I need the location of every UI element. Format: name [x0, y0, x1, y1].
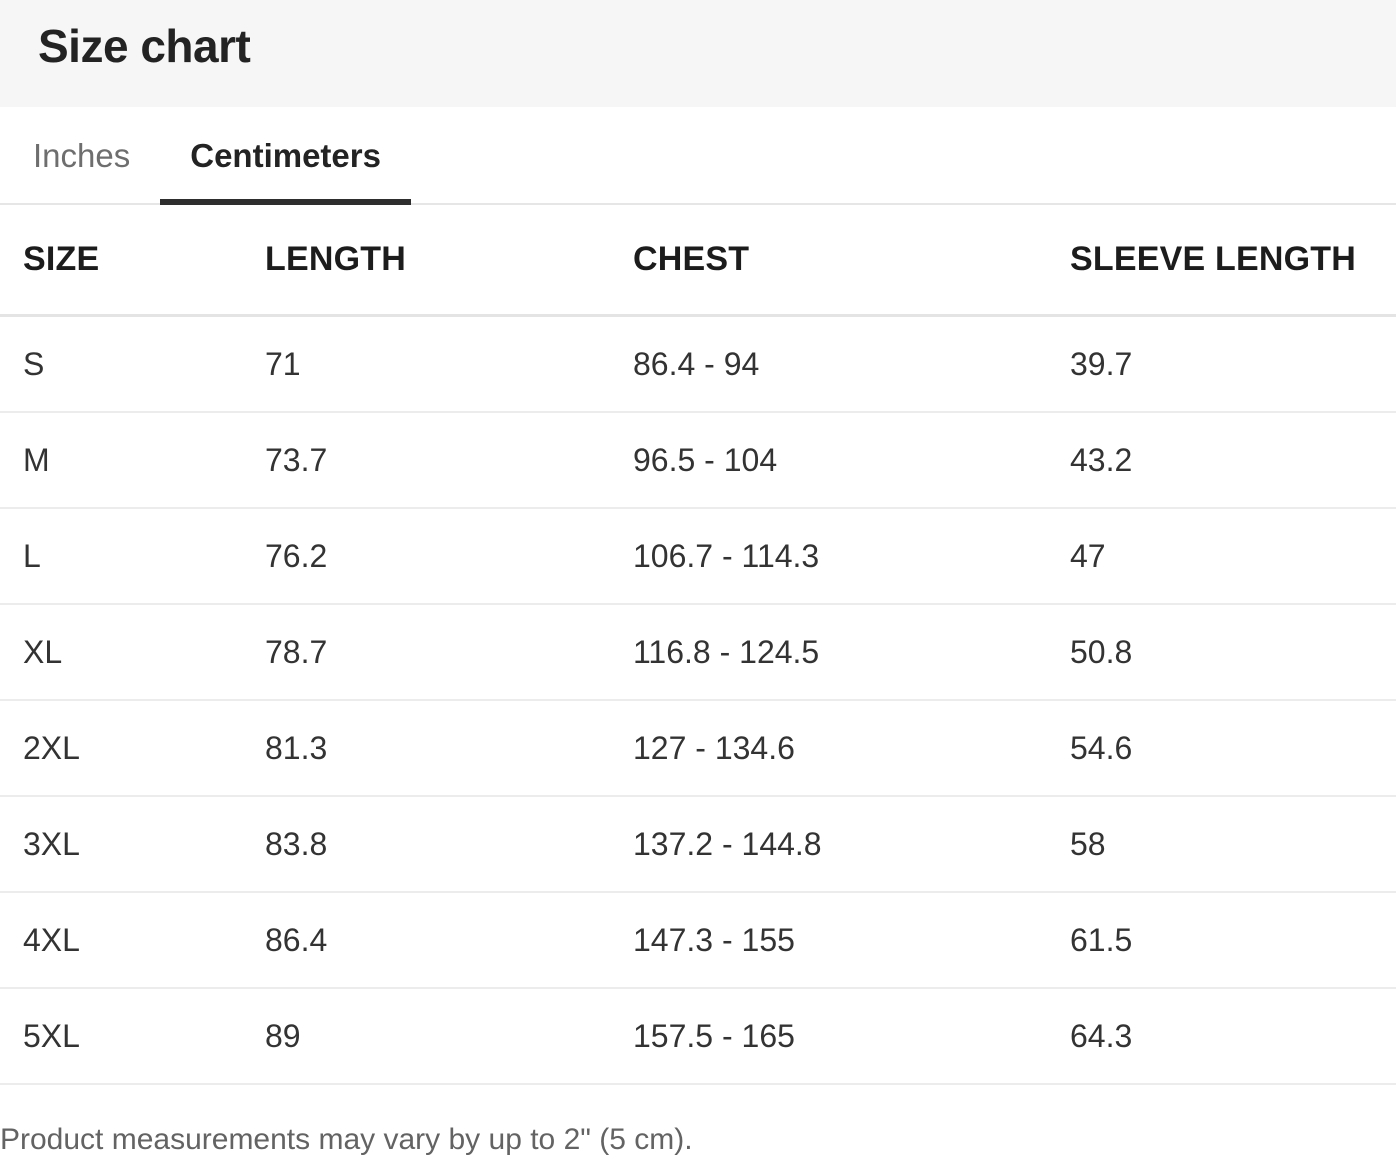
length-cell: 71	[265, 345, 301, 382]
length-cell: 78.7	[265, 633, 328, 670]
size-cell: 2XL	[23, 729, 80, 766]
size-cell: XL	[23, 633, 63, 670]
sleeve-length-cell: 43.2	[1070, 441, 1133, 478]
sleeve-length-cell: 39.7	[1070, 345, 1133, 382]
sleeve-length-cell: 61.5	[1070, 921, 1133, 958]
size-cell: 3XL	[23, 825, 80, 862]
tab-centimeters[interactable]: Centimeters	[160, 107, 411, 205]
table-row: 5XL 89 157.5 - 165 64.3	[0, 989, 1396, 1085]
sleeve-length-cell: 47	[1070, 537, 1106, 574]
table-row: L 76.2 106.7 - 114.3 47	[0, 509, 1396, 605]
length-cell: 73.7	[265, 441, 328, 478]
size-cell: S	[23, 345, 45, 382]
length-cell: 76.2	[265, 537, 328, 574]
length-cell: 89	[265, 1017, 301, 1054]
size-cell: L	[23, 537, 41, 574]
table-row: M 73.7 96.5 - 104 43.2	[0, 413, 1396, 509]
size-cell: 5XL	[23, 1017, 80, 1054]
table-row: S 71 86.4 - 94 39.7	[0, 317, 1396, 413]
panel-header: Size chart	[0, 0, 1396, 107]
chest-cell: 86.4 - 94	[633, 345, 760, 382]
unit-tabs: Inches Centimeters	[0, 107, 1396, 205]
table-row: 2XL 81.3 127 - 134.6 54.6	[0, 701, 1396, 797]
column-header-size: SIZE	[23, 240, 100, 278]
chest-cell: 127 - 134.6	[633, 729, 795, 766]
chest-cell: 147.3 - 155	[633, 921, 795, 958]
chest-cell: 137.2 - 144.8	[633, 825, 822, 862]
table-row: XL 78.7 116.8 - 124.5 50.8	[0, 605, 1396, 701]
column-header-length: LENGTH	[265, 240, 406, 278]
length-cell: 81.3	[265, 729, 328, 766]
table-row: 3XL 83.8 137.2 - 144.8 58	[0, 797, 1396, 893]
size-cell: M	[23, 441, 50, 478]
chest-cell: 157.5 - 165	[633, 1017, 795, 1054]
chest-cell: 106.7 - 114.3	[633, 537, 820, 574]
tab-inches[interactable]: Inches	[33, 137, 131, 174]
size-table: SIZE LENGTH CHEST SLEEVE LENGTH S 71 86.…	[0, 205, 1396, 1085]
measurement-disclaimer: Product measurements may vary by up to 2…	[0, 1123, 693, 1156]
sleeve-length-cell: 54.6	[1070, 729, 1133, 766]
chest-cell: 96.5 - 104	[633, 441, 778, 478]
sleeve-length-cell: 50.8	[1070, 633, 1133, 670]
length-cell: 83.8	[265, 825, 328, 862]
chest-cell: 116.8 - 124.5	[633, 633, 820, 670]
length-cell: 86.4	[265, 921, 328, 958]
table-header-row: SIZE LENGTH CHEST SLEEVE LENGTH	[0, 205, 1396, 317]
sleeve-length-cell: 58	[1070, 825, 1106, 862]
page-title: Size chart	[38, 19, 251, 72]
size-cell: 4XL	[23, 921, 80, 958]
column-header-sleeve-length: SLEEVE LENGTH	[1070, 240, 1356, 278]
sleeve-length-cell: 64.3	[1070, 1017, 1133, 1054]
table-row: 4XL 86.4 147.3 - 155 61.5	[0, 893, 1396, 989]
column-header-chest: CHEST	[633, 240, 750, 278]
